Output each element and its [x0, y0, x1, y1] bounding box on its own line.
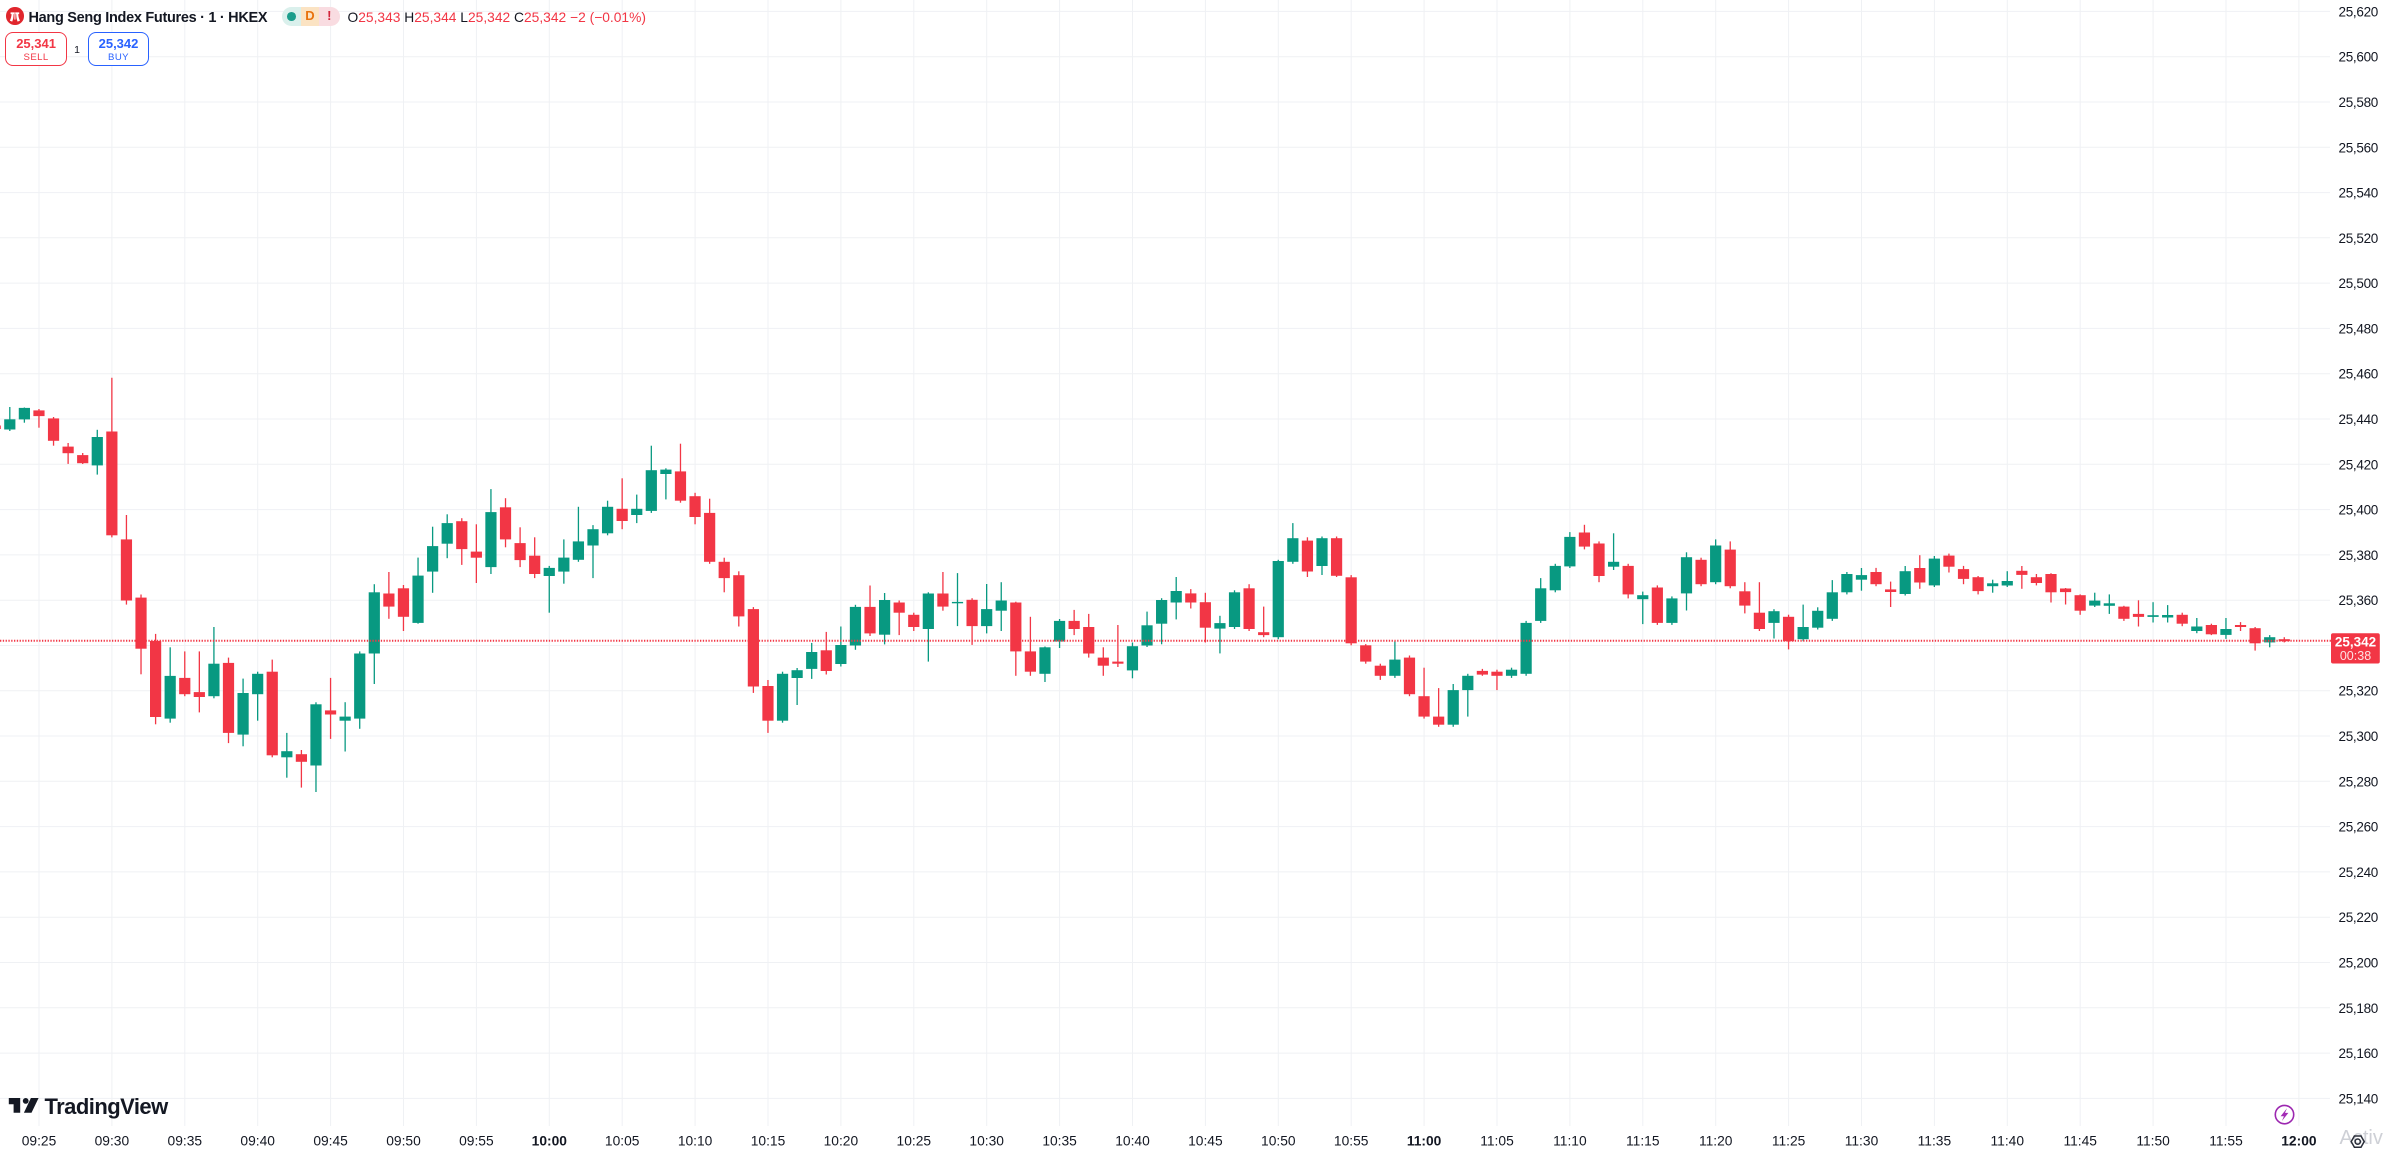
svg-text:25,160: 25,160: [2339, 1046, 2379, 1061]
svg-text:25,342: 25,342: [2335, 635, 2376, 650]
svg-text:11:20: 11:20: [1699, 1133, 1733, 1148]
svg-text:10:25: 10:25: [897, 1133, 932, 1148]
svg-text:25,600: 25,600: [2339, 50, 2379, 65]
svg-text:25,240: 25,240: [2339, 865, 2379, 880]
svg-text:TradingView: TradingView: [45, 1094, 170, 1119]
svg-text:10:55: 10:55: [1334, 1133, 1369, 1148]
svg-text:10:05: 10:05: [605, 1133, 640, 1148]
svg-text:25,440: 25,440: [2339, 412, 2379, 427]
svg-text:09:25: 09:25: [22, 1133, 57, 1148]
svg-text:25,200: 25,200: [2339, 956, 2379, 971]
svg-text:11:50: 11:50: [2136, 1133, 2170, 1148]
svg-text:Activ: Activ: [2340, 1127, 2383, 1149]
svg-text:25,460: 25,460: [2339, 367, 2379, 382]
svg-text:10:40: 10:40: [1115, 1133, 1150, 1148]
svg-text:25,620: 25,620: [2339, 4, 2379, 19]
svg-text:10:45: 10:45: [1188, 1133, 1223, 1148]
svg-text:11:55: 11:55: [2209, 1133, 2243, 1148]
svg-text:25,320: 25,320: [2339, 684, 2379, 699]
svg-text:25,540: 25,540: [2339, 186, 2379, 201]
svg-text:09:55: 09:55: [459, 1133, 494, 1148]
svg-text:25,360: 25,360: [2339, 593, 2379, 608]
svg-text:25,220: 25,220: [2339, 910, 2379, 925]
svg-text:25,260: 25,260: [2339, 820, 2379, 835]
svg-text:11:45: 11:45: [2063, 1133, 2097, 1148]
svg-text:10:00: 10:00: [532, 1133, 568, 1148]
svg-text:09:40: 09:40: [240, 1133, 275, 1148]
svg-text:10:10: 10:10: [678, 1133, 713, 1148]
svg-text:00:38: 00:38: [2340, 649, 2371, 663]
svg-text:25,520: 25,520: [2339, 231, 2379, 246]
svg-text:10:20: 10:20: [824, 1133, 859, 1148]
svg-text:11:05: 11:05: [1480, 1133, 1514, 1148]
svg-text:09:35: 09:35: [168, 1133, 203, 1148]
svg-text:25,140: 25,140: [2339, 1091, 2379, 1106]
svg-text:10:15: 10:15: [751, 1133, 786, 1148]
svg-text:25,560: 25,560: [2339, 140, 2379, 155]
svg-text:10:30: 10:30: [969, 1133, 1004, 1148]
svg-text:11:30: 11:30: [1845, 1133, 1879, 1148]
svg-text:11:00: 11:00: [1407, 1133, 1442, 1148]
svg-text:11:10: 11:10: [1553, 1133, 1587, 1148]
svg-text:25,500: 25,500: [2339, 276, 2379, 291]
svg-text:09:30: 09:30: [95, 1133, 130, 1148]
svg-text:25,480: 25,480: [2339, 321, 2379, 336]
svg-text:11:35: 11:35: [1918, 1133, 1952, 1148]
svg-text:25,580: 25,580: [2339, 95, 2379, 110]
svg-text:25,280: 25,280: [2339, 774, 2379, 789]
svg-text:25,420: 25,420: [2339, 457, 2379, 472]
svg-text:11:40: 11:40: [1991, 1133, 2025, 1148]
svg-text:10:50: 10:50: [1261, 1133, 1296, 1148]
svg-text:25,400: 25,400: [2339, 503, 2379, 518]
svg-text:25,380: 25,380: [2339, 548, 2379, 563]
svg-text:25,180: 25,180: [2339, 1001, 2379, 1016]
svg-text:10:35: 10:35: [1042, 1133, 1077, 1148]
svg-text:09:50: 09:50: [386, 1133, 421, 1148]
svg-text:11:15: 11:15: [1626, 1133, 1660, 1148]
svg-text:12:00: 12:00: [2281, 1133, 2317, 1148]
svg-text:11:25: 11:25: [1772, 1133, 1806, 1148]
svg-text:25,300: 25,300: [2339, 729, 2379, 744]
svg-text:09:45: 09:45: [313, 1133, 348, 1148]
